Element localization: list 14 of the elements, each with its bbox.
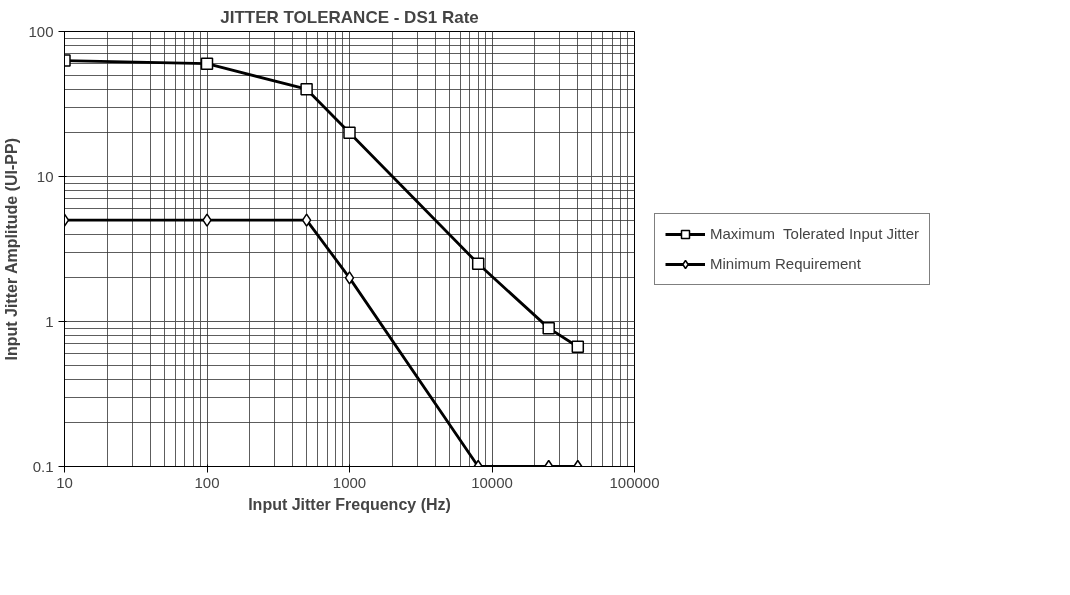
y-tick-label: 10	[36, 167, 54, 185]
x-tick-label: 10	[56, 473, 73, 491]
y-tick-label: 100	[28, 22, 54, 40]
x-axis-title: Input Jitter Frequency (Hz)	[248, 495, 451, 513]
x-tick-label: 100000	[609, 473, 660, 491]
legend-label: Maximum Tolerated Input Jitter	[710, 225, 919, 242]
x-tick-label: 1000	[332, 473, 367, 491]
x-tick-label: 10000	[471, 473, 513, 491]
y-tick-label: 1	[45, 312, 54, 330]
chart-title: JITTER TOLERANCE - DS1 Rate	[220, 7, 479, 27]
y-axis-title: Input Jitter Amplitude (UI-PP)	[3, 138, 21, 361]
x-tick-label: 100	[194, 473, 220, 491]
legend-label: Minimum Requirement	[710, 255, 861, 272]
y-tick-label: 0.1	[32, 457, 54, 475]
